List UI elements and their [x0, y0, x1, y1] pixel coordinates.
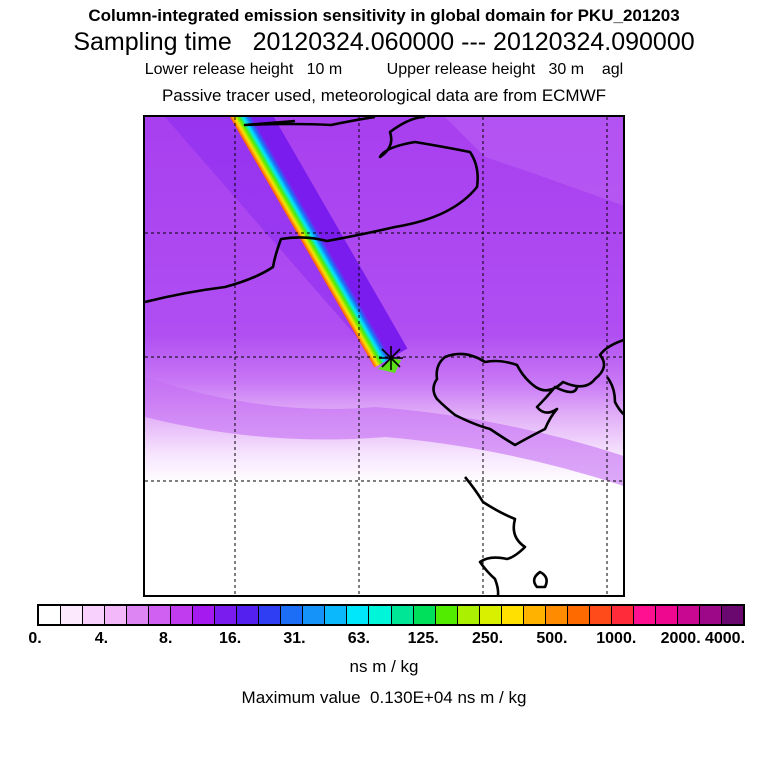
colorbar-unit: ns m / kg [349, 657, 419, 676]
release-heights: Lower release height 10 m Upper release … [144, 61, 624, 78]
colorbar-tick-label: 8. [159, 630, 173, 647]
colorbar-swatch [126, 606, 149, 624]
coastline-south [464, 476, 527, 595]
sensitivity-patch-ne [445, 117, 623, 206]
colorbar-swatch [104, 606, 127, 624]
plume-core [229, 117, 408, 368]
colorbar-swatch [676, 606, 699, 624]
colorbar-swatch [302, 606, 325, 624]
colorbar-tick-label: 4. [94, 630, 109, 647]
colorbar-swatch [654, 606, 677, 624]
coastline-shandong [432, 338, 623, 447]
colorbar-tick-label: 125. [407, 630, 439, 647]
max-value: Maximum value 0.130E+04 ns m / kg [241, 688, 527, 707]
release-point-marker [379, 346, 403, 370]
colorbar-swatch [544, 606, 567, 624]
colorbar-swatch [148, 606, 171, 624]
colorbar-tick-label: 1000. [596, 630, 637, 647]
colorbar-swatch [588, 606, 611, 624]
colorbar-swatch [214, 606, 237, 624]
colorbar-tick-label: 16. [218, 630, 242, 647]
coastline-north [243, 117, 376, 127]
colorbar-swatch [60, 606, 83, 624]
colorbar-swatch [324, 606, 347, 624]
colorbar-tick-label: 2000. [660, 630, 701, 647]
colorbar-swatch [522, 606, 545, 624]
colorbar-swatch [236, 606, 259, 624]
sensitivity-band [145, 377, 623, 486]
colorbar-tick-label: 31. [283, 630, 306, 647]
colorbar-swatch [258, 606, 281, 624]
map-panel [143, 115, 625, 597]
colorbar-swatch [170, 606, 193, 624]
colorbar-swatch [368, 606, 391, 624]
coastline-bohai [145, 117, 479, 304]
colorbar [37, 604, 745, 626]
island [532, 570, 548, 589]
colorbar-swatch [698, 606, 721, 624]
colorbar-swatch [478, 606, 501, 624]
coastline-korea [605, 376, 623, 416]
colorbar-swatch [456, 606, 479, 624]
colorbar-swatch [412, 606, 435, 624]
colorbar-swatch [610, 606, 633, 624]
colorbar-swatch [566, 606, 589, 624]
colorbar-swatch [632, 606, 655, 624]
coastlines [145, 117, 623, 595]
colorbar-swatch [280, 606, 303, 624]
tracer-info: Passive tracer used, meteorological data… [161, 86, 607, 105]
grid-lines [145, 117, 623, 595]
colorbar-swatch [500, 606, 523, 624]
colorbar-swatch [346, 606, 369, 624]
colorbar-swatch [434, 606, 457, 624]
colorbar-tick-label: 500. [536, 630, 568, 647]
colorbar-tick-label: 250. [471, 630, 504, 647]
colorbar-tick-label: 0. [28, 630, 42, 647]
colorbar-tick-label: 4000. [704, 630, 746, 647]
map-plot [145, 117, 623, 595]
sampling-time: Sampling time 20120324.060000 --- 201203… [73, 28, 695, 56]
colorbar-tick-label: 63. [347, 630, 370, 647]
colorbar-swatch [720, 606, 743, 624]
colorbar-swatch [82, 606, 105, 624]
colorbar-swatch [192, 606, 215, 624]
colorbar-swatch [390, 606, 413, 624]
figure-title: Column-integrated emission sensitivity i… [88, 6, 680, 25]
colorbar-swatch [39, 606, 61, 624]
